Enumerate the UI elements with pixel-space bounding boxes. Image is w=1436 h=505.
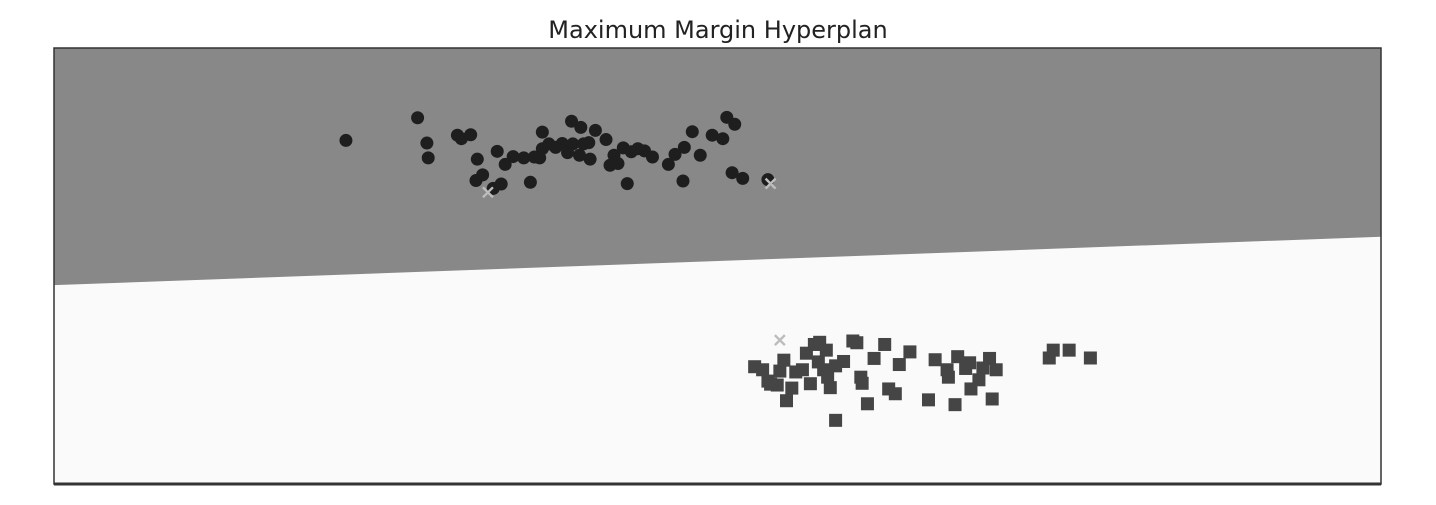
circle-point	[464, 128, 478, 142]
circle-point	[574, 120, 588, 134]
circle-point	[421, 151, 435, 165]
square-point	[983, 351, 997, 365]
circle-point	[716, 132, 730, 146]
circle-point	[582, 136, 596, 150]
square-point	[951, 350, 965, 364]
support-vector-marker	[482, 186, 494, 199]
circle-point	[685, 125, 699, 139]
circle-point	[535, 125, 549, 139]
circle-point	[506, 150, 520, 164]
chart-title: Maximum Margin Hyperplan	[548, 16, 887, 44]
square-point	[764, 377, 778, 391]
square-point	[795, 363, 809, 377]
square-point	[921, 393, 935, 407]
square-point	[819, 343, 833, 357]
square-point	[963, 356, 977, 370]
square-point	[888, 387, 902, 401]
square-point	[829, 413, 843, 427]
circle-point	[677, 140, 691, 154]
circle-point	[736, 171, 750, 185]
circle-point	[470, 152, 484, 166]
square-point	[948, 398, 962, 412]
square-point	[850, 336, 864, 350]
circle-point	[725, 166, 739, 180]
circle-point	[339, 133, 353, 147]
circle-point	[588, 123, 602, 137]
circle-point	[599, 133, 613, 147]
square-point	[780, 394, 794, 408]
circle-point	[490, 144, 504, 158]
circle-point	[620, 177, 634, 191]
square-point	[892, 358, 906, 372]
square-point	[903, 345, 917, 359]
circle-point	[420, 136, 434, 150]
square-point	[821, 370, 835, 384]
circle-point	[494, 177, 508, 191]
circle-point	[565, 114, 579, 128]
square-point	[941, 370, 955, 384]
square-point	[823, 381, 837, 395]
square-point	[803, 377, 817, 391]
upper-class-region	[54, 48, 1381, 286]
circle-point	[728, 117, 742, 131]
square-point	[837, 354, 851, 368]
plot-area	[53, 47, 1382, 486]
square-point	[878, 337, 892, 351]
circle-point	[476, 168, 490, 182]
square-point	[1046, 343, 1060, 357]
circle-point	[661, 157, 675, 171]
square-point	[855, 376, 869, 390]
circle-point	[693, 148, 707, 162]
square-point	[860, 397, 874, 411]
square-point	[985, 392, 999, 406]
square-point	[1062, 343, 1076, 357]
circle-point	[583, 152, 597, 166]
circle-point	[705, 128, 719, 142]
circle-point	[566, 137, 580, 151]
square-point	[867, 351, 881, 365]
square-point	[1083, 351, 1097, 365]
circle-point	[411, 111, 425, 125]
square-point	[785, 381, 799, 395]
circle-point	[668, 147, 682, 161]
square-point	[972, 373, 986, 387]
square-point	[928, 353, 942, 367]
circle-point	[498, 157, 512, 171]
circle-point	[676, 174, 690, 188]
square-point	[777, 353, 791, 367]
square-point	[989, 363, 1003, 377]
circle-point	[645, 150, 659, 164]
circle-point	[517, 151, 531, 165]
support-vector-marker	[764, 177, 777, 190]
circle-point	[572, 148, 586, 162]
circle-point	[611, 157, 625, 171]
square-point	[756, 363, 770, 377]
support-vector-marker	[774, 334, 786, 346]
square-point	[773, 364, 787, 378]
circle-point	[523, 175, 537, 189]
